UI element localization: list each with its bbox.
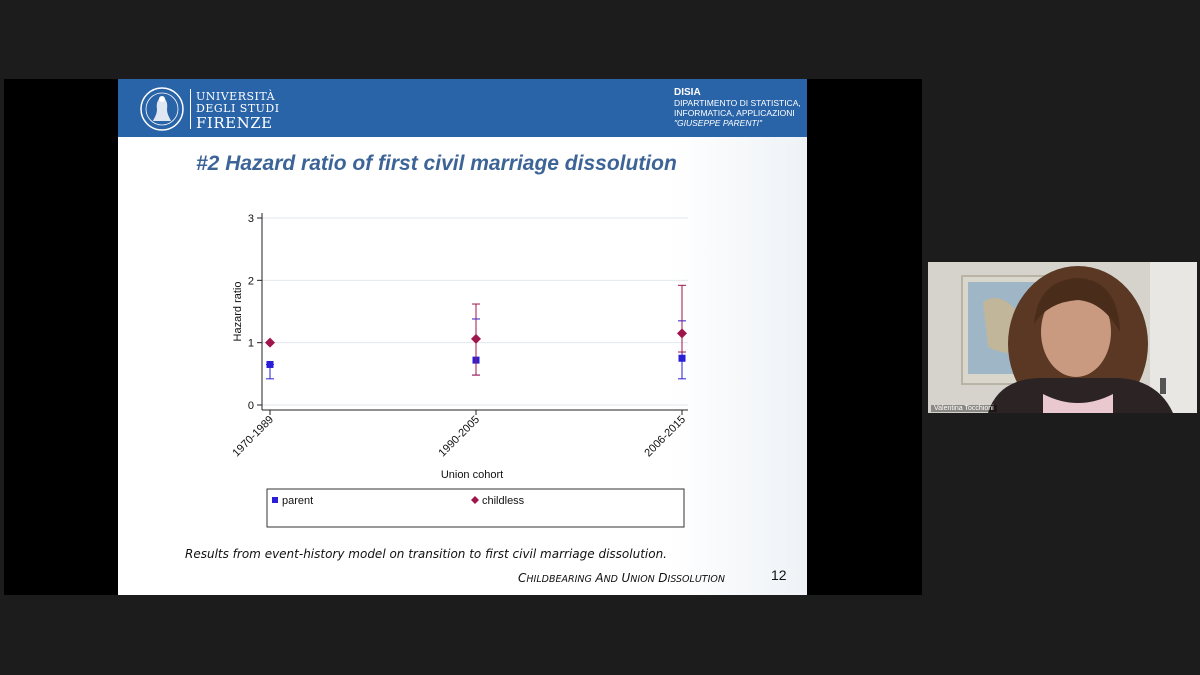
legend-box [266, 488, 685, 528]
x-tick-label: 1970-1989 [230, 414, 276, 460]
participant-video-tile[interactable]: Valentina Tocchioni [928, 262, 1197, 413]
y-tick-label: 1 [248, 338, 254, 350]
childless-point [677, 328, 687, 339]
y-tick-label: 0 [248, 400, 254, 412]
university-name-line2: DEGLI STUDI [196, 102, 280, 115]
slide-page-number: 12 [771, 567, 787, 583]
university-name-line1: UNIVERSITÀ [196, 90, 276, 103]
y-axis-label: Hazard ratio [232, 282, 244, 342]
university-seal-icon [140, 87, 184, 131]
department-line1: DIPARTIMENTO DI STATISTICA, [674, 98, 801, 108]
x-tick-label: 1990-2005 [436, 414, 482, 460]
slide-caption: Results from event-history model on tran… [185, 547, 667, 561]
slide-title: #2 Hazard ratio of first civil marriage … [196, 152, 677, 175]
x-tick-label: 2006-2015 [642, 414, 688, 460]
department-line3: "GIUSEPPE PARENTI" [674, 118, 763, 128]
legend-label-parent: parent [282, 495, 313, 507]
x-axis-label: Union cohort [441, 469, 503, 481]
participant-name-label: Valentina Tocchioni [931, 405, 997, 412]
chart-marks [265, 284, 687, 380]
logo-divider [190, 89, 191, 129]
legend-marker-childless [471, 496, 479, 504]
department-line2: INFORMATICA, APPLICAZIONI [674, 108, 795, 118]
parent-point [266, 360, 274, 368]
y-tick-label: 2 [248, 275, 254, 287]
participant-video-feed [928, 262, 1197, 413]
university-name-line3: FIRENZE [196, 114, 273, 132]
department-label: DISIA DIPARTIMENTO DI STATISTICA, INFORM… [674, 87, 801, 129]
university-logo: UNIVERSITÀ DEGLI STUDI FIRENZE [138, 85, 288, 133]
hazard-ratio-chart: 0 1 2 3 Hazard ratio 1970-1989 1990-2005 2006-2… [230, 213, 688, 528]
legend-marker-parent [272, 497, 278, 503]
childless-point [265, 337, 275, 348]
slide-header: UNIVERSITÀ DEGLI STUDI FIRENZE DISIA DIP… [118, 79, 807, 137]
childless-point [471, 333, 481, 344]
slide-footer-title: CHILDBEARING AND UNION DISSOLUTION [518, 571, 725, 585]
parent-point [678, 354, 686, 362]
presentation-slide: UNIVERSITÀ DEGLI STUDI FIRENZE DISIA DIP… [118, 79, 807, 595]
chart-grid [262, 217, 688, 406]
department-name: DISIA [674, 87, 701, 98]
chart-axes: 0 1 2 3 Hazard ratio 1970-1989 1990-2005 2006-2… [230, 213, 688, 481]
legend-label-childless: childless [482, 495, 525, 507]
y-tick-label: 3 [248, 213, 254, 225]
chart-legend: parent childless [272, 495, 525, 507]
